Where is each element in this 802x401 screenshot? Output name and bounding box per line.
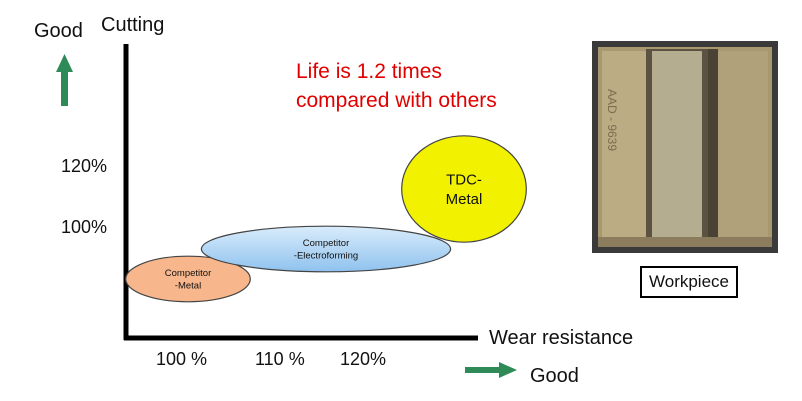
x-tick-label: 120% (340, 349, 387, 369)
bubble-mark (401, 135, 527, 243)
y-tick-label: 100% (61, 217, 108, 237)
chart-annotation: Life is 1.2 times compared with others (296, 57, 497, 115)
workpiece-caption: Workpiece (640, 266, 738, 298)
annotation-line: Life is 1.2 times (296, 60, 442, 83)
bubble-label: -Metal (175, 281, 201, 292)
workpiece-engraving: AAD - 9639 (605, 89, 619, 151)
data-point-competitor-metal: Competitor -Metal (125, 255, 251, 303)
workpiece-image: AAD - 9639 (592, 41, 778, 253)
data-point-tdc-metal: TDC- Metal (401, 135, 527, 243)
bubble-label: Metal (446, 191, 483, 208)
y-axis-label: Cutting (101, 14, 165, 36)
y-tick-label: 120% (61, 156, 108, 176)
x-axis-label: Wear resistance (489, 327, 634, 349)
bubble-label: Competitor (303, 238, 349, 249)
x-good-arrow-icon (465, 362, 517, 378)
bubble-label: TDC- (446, 172, 482, 189)
x-tick-label: 100 % (156, 349, 208, 369)
y-good-arrow-icon (56, 54, 73, 106)
x-good-label: Good (530, 365, 579, 387)
bubble-label: Competitor (165, 268, 211, 279)
y-good-label: Good (34, 20, 83, 42)
annotation-line: compared with others (296, 89, 497, 112)
bubble-label: -Electroforming (294, 251, 358, 262)
x-tick-label: 110 % (255, 349, 305, 369)
bubble-mark (125, 255, 251, 303)
data-point-competitor-electroforming: Competitor -Electroforming (200, 225, 452, 273)
bubble-mark (200, 225, 452, 273)
